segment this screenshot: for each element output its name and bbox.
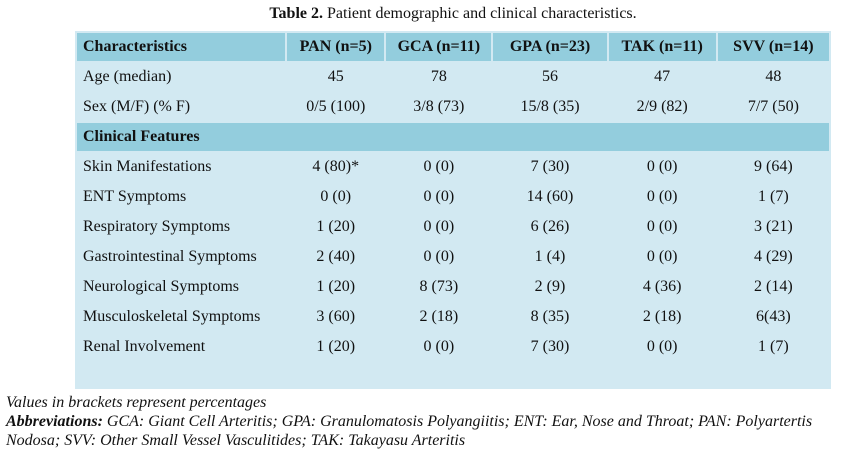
table-row: Respiratory Symptoms 1 (20) 0 (0) 6 (26) 0 (… bbox=[77, 213, 829, 241]
table-cell: 0 (0) bbox=[608, 183, 716, 211]
row-label: Musculoskeletal Symptoms bbox=[77, 303, 286, 331]
table-cell: 1 (7) bbox=[717, 183, 829, 211]
table-cell: 0 (0) bbox=[386, 243, 492, 271]
table-cell: 7 (30) bbox=[493, 153, 607, 181]
table-cell: 0/5 (100) bbox=[287, 93, 385, 121]
table-cell: 47 bbox=[608, 63, 716, 91]
table-cell: 48 bbox=[717, 63, 829, 91]
table-cell: 15/8 (35) bbox=[493, 93, 607, 121]
table-cell: 1 (20) bbox=[287, 333, 385, 361]
header-row: Characteristics PAN (n=5) GCA (n=11) GPA… bbox=[77, 33, 829, 61]
table-cell: 0 (0) bbox=[386, 333, 492, 361]
row-label: Respiratory Symptoms bbox=[77, 213, 286, 241]
column-header: GPA (n=23) bbox=[493, 33, 607, 61]
table-caption: Table 2. Patient demographic and clinica… bbox=[0, 5, 854, 23]
table-cell: 0 (0) bbox=[386, 183, 492, 211]
table-cell: 45 bbox=[287, 63, 385, 91]
percentage-note: Values in brackets represent percentages bbox=[6, 394, 267, 411]
table-cell: 3 (60) bbox=[287, 303, 385, 331]
table-cell: 2 (14) bbox=[717, 273, 829, 301]
table-cell: 78 bbox=[386, 63, 492, 91]
row-label: Renal Involvement bbox=[77, 333, 286, 361]
table-cell: 0 (0) bbox=[608, 333, 716, 361]
table-cell: 0 (0) bbox=[608, 243, 716, 271]
table-row: Neurological Symptoms 1 (20) 8 (73) 2 (9) 4 … bbox=[77, 273, 829, 301]
abbreviations-label: Abbreviations: bbox=[6, 413, 103, 430]
column-header: PAN (n=5) bbox=[287, 33, 385, 61]
table-row: Musculoskeletal Symptoms 3 (60) 2 (18) 8 (3… bbox=[77, 303, 829, 331]
table-cell: 1 (4) bbox=[493, 243, 607, 271]
table-cell: 8 (73) bbox=[386, 273, 492, 301]
row-label: Gastrointestinal Symptoms bbox=[77, 243, 286, 271]
section-title: Clinical Features bbox=[77, 123, 829, 151]
table-notes: Values in brackets represent percentages… bbox=[6, 393, 846, 450]
table-cell: 2 (9) bbox=[493, 273, 607, 301]
abbreviations-text: GCA: Giant Cell Arteritis; GPA: Granulom… bbox=[6, 413, 813, 449]
table-cell: 1 (20) bbox=[287, 213, 385, 241]
table-cell: 0 (0) bbox=[608, 213, 716, 241]
table-cell: 6(43) bbox=[717, 303, 829, 331]
table-cell: 0 (0) bbox=[386, 153, 492, 181]
column-header: GCA (n=11) bbox=[386, 33, 492, 61]
table-cell: 2 (18) bbox=[608, 303, 716, 331]
table-cell: 14 (60) bbox=[493, 183, 607, 211]
table-row: Gastrointestinal Symptoms 2 (40) 0 (0) 1 (4… bbox=[77, 243, 829, 271]
table-cell: 56 bbox=[493, 63, 607, 91]
table-cell: 3 (21) bbox=[717, 213, 829, 241]
table-row: Age (median) 45 78 56 47 48 bbox=[77, 63, 829, 91]
table-cell: 0 (0) bbox=[386, 213, 492, 241]
table-cell: 1 (7) bbox=[717, 333, 829, 361]
table-cell: 0 (0) bbox=[608, 153, 716, 181]
column-header: Characteristics bbox=[77, 33, 286, 61]
caption-label: Table 2. bbox=[269, 5, 323, 22]
caption-text: Patient demographic and clinical charact… bbox=[323, 5, 637, 22]
row-label: ENT Symptoms bbox=[77, 183, 286, 211]
table-cell: 6 (26) bbox=[493, 213, 607, 241]
table-body: Age (median) 45 78 56 47 48 Sex (M/F) (% F) 0/5… bbox=[77, 63, 829, 361]
table-row: ENT Symptoms 0 (0) 0 (0) 14 (60) 0 (0) 1 (7) bbox=[77, 183, 829, 211]
table-row: Sex (M/F) (% F) 0/5 (100) 3/8 (73) 15/8 (35… bbox=[77, 93, 829, 121]
table-cell: 7 (30) bbox=[493, 333, 607, 361]
table-cell: 2 (40) bbox=[287, 243, 385, 271]
section-row: Clinical Features bbox=[77, 123, 829, 151]
table-cell: 2/9 (82) bbox=[608, 93, 716, 121]
table-container: Characteristics PAN (n=5) GCA (n=11) GPA… bbox=[75, 31, 831, 389]
table-cell: 7/7 (50) bbox=[717, 93, 829, 121]
row-label: Sex (M/F) (% F) bbox=[77, 93, 286, 121]
table-cell: 3/8 (73) bbox=[386, 93, 492, 121]
table-cell: 4 (36) bbox=[608, 273, 716, 301]
characteristics-table: Characteristics PAN (n=5) GCA (n=11) GPA… bbox=[75, 31, 831, 363]
table-cell: 1 (20) bbox=[287, 273, 385, 301]
table-cell: 9 (64) bbox=[717, 153, 829, 181]
row-label: Skin Manifestations bbox=[77, 153, 286, 181]
table-row: Skin Manifestations 4 (80)* 0 (0) 7 (30) 0 (… bbox=[77, 153, 829, 181]
column-header: SVV (n=14) bbox=[717, 33, 829, 61]
table-cell: 2 (18) bbox=[386, 303, 492, 331]
table-cell: 8 (35) bbox=[493, 303, 607, 331]
table-row: Renal Involvement 1 (20) 0 (0) 7 (30) 0 (0) 1… bbox=[77, 333, 829, 361]
table-cell: 0 (0) bbox=[287, 183, 385, 211]
table-cell: 4 (29) bbox=[717, 243, 829, 271]
column-header: TAK (n=11) bbox=[608, 33, 716, 61]
row-label: Age (median) bbox=[77, 63, 286, 91]
table-cell: 4 (80)* bbox=[287, 153, 385, 181]
row-label: Neurological Symptoms bbox=[77, 273, 286, 301]
abbreviations-note: Abbreviations: GCA: Giant Cell Arteritis… bbox=[6, 412, 846, 450]
